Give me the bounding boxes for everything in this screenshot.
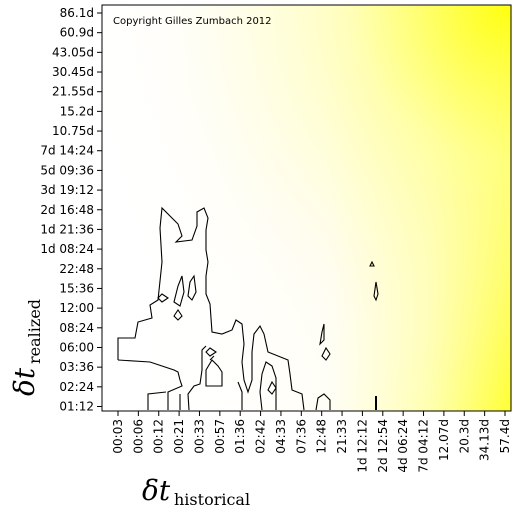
y-axis-label: δt realized bbox=[8, 299, 44, 396]
x-axis-label-subscript: historical bbox=[174, 490, 250, 509]
y-axis-label-subscript: realized bbox=[25, 299, 44, 364]
y-tick-label: 1d 21:36 bbox=[40, 222, 94, 236]
x-tick-label: 02:42 bbox=[254, 419, 268, 454]
contour-line bbox=[173, 309, 183, 321]
x-tick-label: 7d 04:12 bbox=[417, 419, 431, 473]
x-tick-label: 12:48 bbox=[315, 419, 329, 454]
contour-line bbox=[369, 260, 375, 267]
x-tick-label: 4d 06:24 bbox=[396, 419, 410, 473]
x-tick-label: 2d 12:54 bbox=[376, 419, 390, 473]
y-tick-label: 2d 16:48 bbox=[40, 203, 94, 217]
contour-line bbox=[267, 380, 277, 395]
x-axis-label-symbol: δt bbox=[142, 474, 171, 507]
contour-lines bbox=[117, 206, 379, 411]
y-tick-label: 21.55d bbox=[52, 85, 94, 99]
x-tick-label: 04:33 bbox=[274, 419, 288, 454]
heatmap-gradient-corner bbox=[102, 5, 511, 411]
y-tick-label: 7d 14:24 bbox=[40, 144, 94, 158]
y-axis: 01:12 02:24 03:36 06:00 08:24 12:00 15:36 22:48… bbox=[40, 6, 102, 414]
y-tick-label: 03:36 bbox=[59, 360, 94, 374]
x-axis: 00:03 00:06 00:12 00:21 00:33 00:57 01:36 02:42… bbox=[111, 411, 512, 473]
contour-line bbox=[321, 346, 331, 361]
y-tick-label: 08:24 bbox=[59, 321, 94, 335]
plot-area: Copyright Gilles Zumbach 2012 bbox=[102, 5, 511, 411]
contour-line bbox=[319, 323, 325, 346]
y-tick-label: 86.1d bbox=[60, 6, 94, 20]
contour-line bbox=[173, 275, 185, 307]
x-tick-label: 00:57 bbox=[213, 419, 227, 454]
contour-line bbox=[373, 281, 379, 302]
x-tick-label: 00:12 bbox=[152, 419, 166, 454]
x-tick-label: 00:21 bbox=[172, 419, 186, 454]
contour-line bbox=[147, 391, 167, 410]
plot-frame bbox=[101, 4, 512, 412]
x-tick-label: 34.13d bbox=[478, 419, 492, 461]
y-tick-label: 12:00 bbox=[59, 301, 94, 315]
x-tick-label: 00:03 bbox=[111, 419, 125, 454]
contour-line bbox=[157, 293, 169, 303]
y-tick-label: 10.75d bbox=[52, 124, 94, 138]
y-tick-label: 15:36 bbox=[59, 281, 94, 295]
x-tick-label: 1d 12:12 bbox=[355, 419, 369, 473]
x-axis-label: δt historical bbox=[142, 474, 250, 509]
x-tick-label: 07:36 bbox=[294, 419, 308, 454]
contour-line bbox=[117, 359, 183, 410]
x-tick-label: 57.4d bbox=[498, 419, 512, 453]
y-tick-label: 3d 19:12 bbox=[40, 183, 94, 197]
contour-line bbox=[237, 381, 243, 410]
contour-line bbox=[187, 274, 197, 301]
x-tick-label: 12.07d bbox=[437, 419, 451, 461]
contour-line bbox=[117, 206, 305, 411]
x-tick-label: 01:36 bbox=[233, 419, 247, 454]
y-tick-label: 22:48 bbox=[59, 262, 94, 276]
contour-line bbox=[205, 347, 217, 357]
y-tick-label: 5d 09:36 bbox=[40, 163, 94, 177]
y-tick-label: 30.45d bbox=[52, 65, 94, 79]
y-tick-label: 02:24 bbox=[59, 380, 94, 394]
y-axis-label-symbol: δt bbox=[8, 367, 41, 396]
x-tick-label: 21:33 bbox=[335, 419, 349, 454]
y-tick-label: 60.9d bbox=[60, 26, 94, 40]
y-tick-label: 43.05d bbox=[52, 45, 94, 59]
y-tick-label: 06:00 bbox=[59, 340, 94, 354]
x-tick-label: 00:06 bbox=[131, 419, 145, 454]
contour-line bbox=[187, 345, 207, 411]
contour-line bbox=[209, 355, 215, 361]
contour-line bbox=[315, 393, 331, 411]
contour-line bbox=[259, 361, 277, 411]
y-tick-label: 15.2d bbox=[60, 104, 94, 118]
y-tick-label: 01:12 bbox=[59, 400, 94, 414]
contour-line bbox=[205, 359, 223, 387]
y-tick-label: 1d 08:24 bbox=[40, 242, 94, 256]
x-tick-label: 20.3d bbox=[457, 419, 471, 453]
x-tick-label: 00:33 bbox=[192, 419, 206, 454]
copyright-annotation: Copyright Gilles Zumbach 2012 bbox=[113, 16, 272, 27]
